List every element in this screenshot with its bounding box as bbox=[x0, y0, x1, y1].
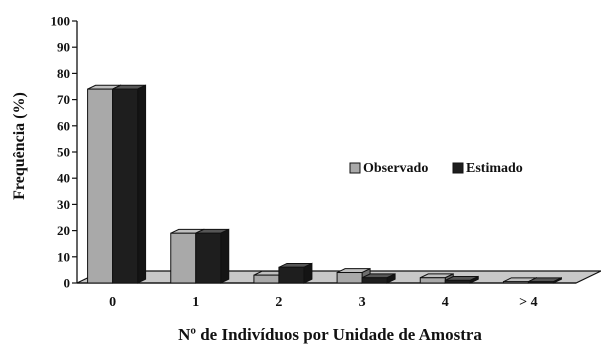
y-tick-label: 10 bbox=[57, 249, 70, 264]
y-axis-label: Frequência (%) bbox=[11, 92, 28, 200]
bar-estimado-2 bbox=[278, 262, 313, 284]
bar-estimado-5 bbox=[527, 277, 562, 284]
y-tick-label: 20 bbox=[57, 223, 70, 238]
legend-swatch bbox=[349, 162, 361, 174]
bar-estimado-1 bbox=[195, 228, 230, 284]
x-tick-label: 1 bbox=[192, 295, 199, 310]
y-tick-label: 60 bbox=[57, 118, 70, 133]
y-tick-label: 80 bbox=[57, 66, 70, 81]
y-tick-label: 100 bbox=[51, 14, 71, 29]
legend-item-observado: Observado bbox=[349, 161, 428, 176]
x-tick-label: 3 bbox=[359, 295, 366, 310]
x-tick-label: 2 bbox=[275, 295, 282, 310]
bar-estimado-4 bbox=[444, 275, 479, 284]
y-tick-label: 30 bbox=[57, 197, 70, 212]
y-tick-label: 90 bbox=[57, 40, 70, 55]
x-axis-tick-labels: 0 1 2 3 4 > 4 bbox=[109, 295, 538, 310]
bars bbox=[87, 84, 562, 284]
legend: Observado Estimado bbox=[349, 161, 523, 176]
legend-label: Observado bbox=[363, 161, 428, 176]
x-tick-label: 0 bbox=[109, 295, 116, 310]
y-tick-label: 40 bbox=[57, 171, 70, 186]
x-tick-label: > 4 bbox=[519, 295, 537, 310]
legend-item-estimado: Estimado bbox=[452, 161, 523, 176]
y-tick-label: 70 bbox=[57, 92, 70, 107]
legend-label: Estimado bbox=[466, 161, 523, 176]
legend-swatch bbox=[452, 162, 464, 174]
x-axis-label: Nº de Indivíduos por Unidade de Amostra bbox=[178, 325, 482, 344]
y-tick-label: 50 bbox=[57, 145, 70, 160]
y-tick-label: 0 bbox=[64, 276, 71, 291]
x-tick-label: 4 bbox=[442, 295, 449, 310]
bar-estimado-0 bbox=[112, 84, 147, 284]
bar-estimado-3 bbox=[361, 273, 396, 284]
y-axis: 0 10 20 30 40 50 60 70 80 90 100 bbox=[51, 14, 78, 291]
